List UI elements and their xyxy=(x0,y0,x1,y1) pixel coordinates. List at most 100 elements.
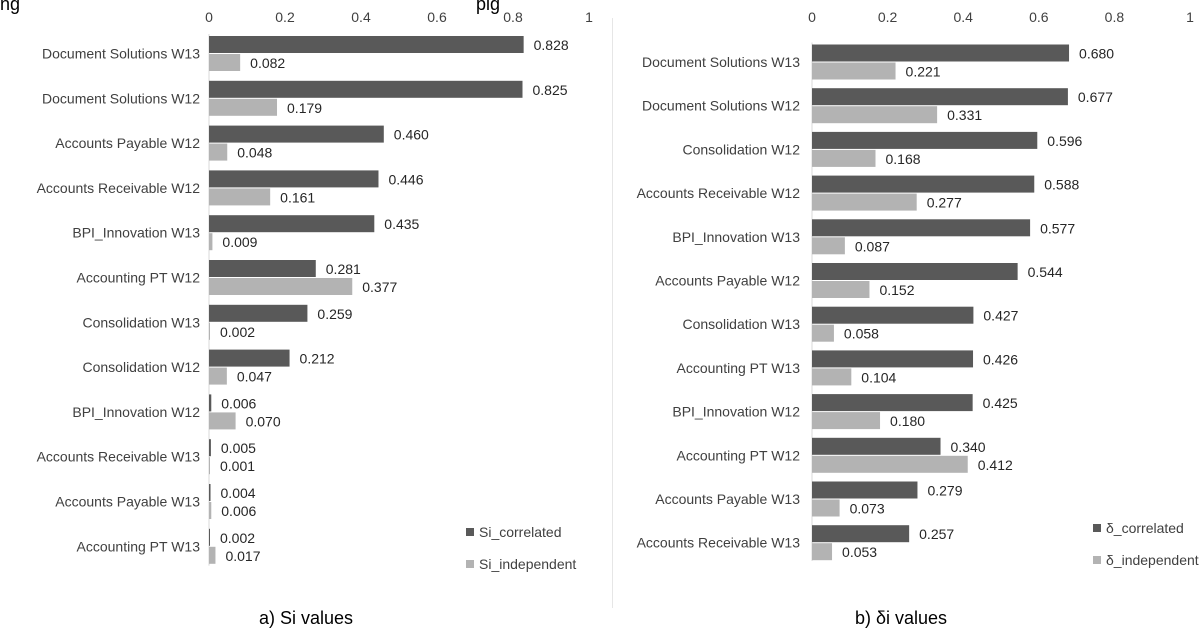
chart-si-values: 0 0.2 0.4 0.6 0.8 1 Document Solutions W13 0.82… xyxy=(37,9,594,628)
x-tick-label: 0.4 xyxy=(953,9,973,25)
data-label-independent: 0.152 xyxy=(879,282,914,298)
data-label-independent: 0.104 xyxy=(861,369,896,385)
data-label-correlated: 0.427 xyxy=(983,308,1018,324)
bar-independent xyxy=(812,237,845,255)
category-label: Consolidation W12 xyxy=(82,359,200,375)
category-label: Consolidation W12 xyxy=(682,141,800,157)
bar-correlated xyxy=(209,528,210,546)
data-label-correlated: 0.460 xyxy=(394,127,429,143)
bar-independent xyxy=(812,62,896,80)
data-label-independent: 0.053 xyxy=(842,544,877,560)
chart-delta-values: 0 0.2 0.4 0.6 0.8 1 Document Solutions W13 0.68… xyxy=(637,9,1199,628)
data-label-independent: 0.179 xyxy=(287,100,322,116)
category-label: Consolidation W13 xyxy=(82,314,200,330)
data-label-independent: 0.058 xyxy=(844,326,879,342)
data-label-correlated: 0.426 xyxy=(983,351,1018,367)
bar-independent xyxy=(812,324,834,342)
data-label-correlated: 0.425 xyxy=(983,395,1018,411)
category-label: Accounting PT W13 xyxy=(677,360,801,376)
x-tick-label: 0.8 xyxy=(1105,9,1125,25)
data-label-correlated: 0.680 xyxy=(1079,46,1114,62)
bar-independent xyxy=(812,455,968,473)
x-tick-label: 1 xyxy=(1186,9,1194,25)
bar-independent xyxy=(812,368,852,386)
bar-correlated xyxy=(812,525,910,543)
bar-independent xyxy=(209,322,210,340)
category-label: BPI_Innovation W13 xyxy=(72,225,200,241)
data-label-correlated: 0.259 xyxy=(317,306,352,322)
x-tick-label: 0.2 xyxy=(878,9,898,25)
data-label-independent: 0.277 xyxy=(927,195,962,211)
heading-fragment-left: ng xyxy=(0,0,21,14)
category-label: Accounting PT W12 xyxy=(77,270,201,286)
data-label-correlated: 0.004 xyxy=(221,485,256,501)
legend-label-correlated: Si_correlated xyxy=(479,524,562,540)
data-label-independent: 0.048 xyxy=(237,145,272,161)
bar-correlated xyxy=(812,306,974,324)
legend-label-independent: δ_independent xyxy=(1106,552,1199,568)
legend-label-correlated: δ_correlated xyxy=(1106,520,1184,536)
data-label-correlated: 0.825 xyxy=(533,82,568,98)
category-label: Document Solutions W12 xyxy=(42,90,200,106)
data-label-independent: 0.412 xyxy=(978,457,1013,473)
data-label-correlated: 0.006 xyxy=(221,395,256,411)
data-label-independent: 0.070 xyxy=(246,413,281,429)
category-label: Accounts Payable W13 xyxy=(655,491,800,507)
bar-correlated xyxy=(812,219,1031,237)
bar-correlated xyxy=(209,36,524,53)
cropped-heading-text: ng pig xyxy=(0,0,500,15)
bar-independent xyxy=(812,149,876,167)
bar-independent xyxy=(209,457,210,475)
data-label-correlated: 0.340 xyxy=(951,439,986,455)
bar-independent xyxy=(209,278,353,295)
data-label-correlated: 0.677 xyxy=(1078,89,1113,105)
bar-correlated xyxy=(812,350,974,368)
bar-correlated xyxy=(209,349,290,367)
data-label-independent: 0.001 xyxy=(220,458,255,474)
bar-correlated xyxy=(812,88,1068,106)
category-label: Accounts Receivable W13 xyxy=(637,535,801,551)
bar-correlated xyxy=(209,260,316,277)
legend-swatch-independent xyxy=(1093,556,1101,564)
category-label: BPI_Innovation W13 xyxy=(672,229,800,245)
data-label-independent: 0.161 xyxy=(280,189,315,205)
bar-correlated xyxy=(209,80,523,98)
data-label-independent: 0.047 xyxy=(237,369,272,385)
bar-independent xyxy=(209,546,216,564)
data-label-independent: 0.377 xyxy=(362,279,397,295)
data-label-independent: 0.331 xyxy=(947,107,982,123)
category-label: Accounts Payable W12 xyxy=(655,273,800,289)
heading-fragment-right: pig xyxy=(476,0,501,14)
bar-independent xyxy=(209,502,212,519)
bar-correlated xyxy=(209,304,308,322)
category-label: Accounts Payable W12 xyxy=(55,135,200,151)
bar-correlated xyxy=(812,263,1018,280)
panel-divider xyxy=(612,18,613,608)
category-label: Accounting PT W12 xyxy=(677,447,801,463)
category-label: BPI_Innovation W12 xyxy=(672,404,800,420)
data-label-correlated: 0.588 xyxy=(1044,177,1079,193)
category-label: Accounts Payable W13 xyxy=(55,494,200,510)
data-label-correlated: 0.596 xyxy=(1047,133,1082,149)
category-label: Accounts Receivable W12 xyxy=(37,180,201,196)
category-label: Consolidation W13 xyxy=(682,316,800,332)
data-label-correlated: 0.446 xyxy=(388,171,423,187)
bar-independent xyxy=(209,143,228,161)
x-tick-label: 0.4 xyxy=(351,9,371,25)
data-label-correlated: 0.577 xyxy=(1040,220,1075,236)
data-label-correlated: 0.257 xyxy=(919,526,954,542)
bar-independent xyxy=(209,233,213,251)
bar-correlated xyxy=(812,131,1038,149)
bar-independent xyxy=(812,499,840,517)
bar-independent xyxy=(812,543,833,561)
data-label-correlated: 0.005 xyxy=(221,440,256,456)
bar-correlated xyxy=(209,394,212,412)
legend-label-independent: Si_independent xyxy=(479,556,576,572)
x-tick-label: 0.6 xyxy=(1029,9,1049,25)
category-label: BPI_Innovation W12 xyxy=(72,404,200,420)
bar-correlated xyxy=(209,215,375,233)
data-label-correlated: 0.212 xyxy=(300,351,335,367)
bar-independent xyxy=(209,412,236,430)
data-label-correlated: 0.828 xyxy=(534,37,569,53)
